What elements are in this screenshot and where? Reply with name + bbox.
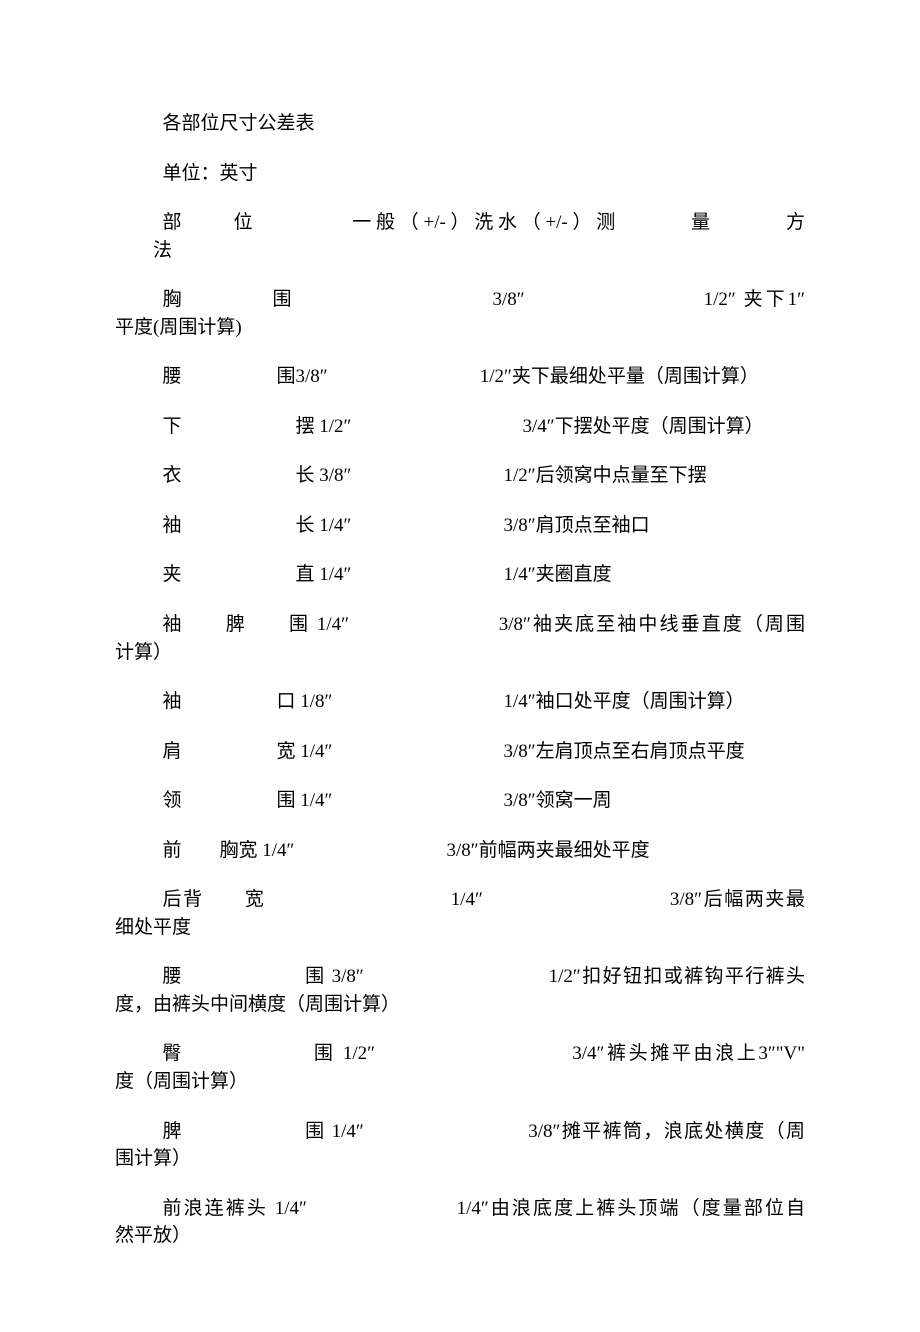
header-row: 部 位 一般（+/-）洗水（+/-）测 量 方 法 bbox=[115, 209, 805, 264]
table-row: 后背 宽 1/4″ 3/8″后幅两夹最细处平度 bbox=[115, 886, 805, 941]
row-line-2: 计算） bbox=[115, 639, 805, 667]
row-line-1: 腰 围 3/8″ 1/2″扣好钮扣或裤钩平行裤头 bbox=[115, 963, 805, 991]
row-line-1: 下 摆 1/2″ 3/4″下摆处平度（周围计算） bbox=[115, 413, 805, 441]
row-line-1: 臀 围 1/2″ 3/4″裤头摊平由浪上3″"V" bbox=[115, 1040, 805, 1068]
table-row: 胸 围 3/8″ 1/2″ 夹下1″平度(周围计算) bbox=[115, 286, 805, 341]
table-row: 下 摆 1/2″ 3/4″下摆处平度（周围计算） bbox=[115, 413, 805, 441]
header-line-1: 部 位 一般（+/-）洗水（+/-）测 量 方 bbox=[115, 209, 805, 237]
document-page: 各部位尺寸公差表 单位：英寸 部 位 一般（+/-）洗水（+/-）测 量 方 法… bbox=[0, 0, 920, 1332]
table-row: 臀 围 1/2″ 3/4″裤头摊平由浪上3″"V"度（周围计算） bbox=[115, 1040, 805, 1095]
row-line-1: 前 胸宽 1/4″ 3/8″前幅两夹最细处平度 bbox=[115, 837, 805, 865]
row-line-2: 细处平度 bbox=[115, 914, 805, 942]
rows-container: 胸 围 3/8″ 1/2″ 夹下1″平度(周围计算) 腰 围3/8″ 1/2″夹下… bbox=[115, 286, 805, 1250]
table-row: 前浪连裤头 1/4″ 1/4″由浪底度上裤头顶端（度量部位自然平放） bbox=[115, 1195, 805, 1250]
row-line-1: 夹 直 1/4″ 1/4″夹圈直度 bbox=[115, 561, 805, 589]
table-row: 袖 口 1/8″ 1/4″袖口处平度（周围计算） bbox=[115, 688, 805, 716]
table-row: 袖 长 1/4″ 3/8″肩顶点至袖口 bbox=[115, 512, 805, 540]
row-line-1: 后背 宽 1/4″ 3/8″后幅两夹最 bbox=[115, 886, 805, 914]
row-line-1: 袖 脾 围 1/4″ 3/8″袖夹底至袖中线垂直度（周围 bbox=[115, 611, 805, 639]
row-line-1: 衣 长 3/8″ 1/2″后领窝中点量至下摆 bbox=[115, 462, 805, 490]
row-line-1: 前浪连裤头 1/4″ 1/4″由浪底度上裤头顶端（度量部位自 bbox=[115, 1195, 805, 1223]
table-row: 袖 脾 围 1/4″ 3/8″袖夹底至袖中线垂直度（周围计算） bbox=[115, 611, 805, 666]
table-row: 衣 长 3/8″ 1/2″后领窝中点量至下摆 bbox=[115, 462, 805, 490]
header-line-2: 法 bbox=[115, 237, 805, 265]
table-row: 前 胸宽 1/4″ 3/8″前幅两夹最细处平度 bbox=[115, 837, 805, 865]
table-row: 腰 围 3/8″ 1/2″扣好钮扣或裤钩平行裤头度，由裤头中间横度（周围计算） bbox=[115, 963, 805, 1018]
table-row: 腰 围3/8″ 1/2″夹下最细处平量（周围计算） bbox=[115, 363, 805, 391]
row-line-2: 度，由裤头中间横度（周围计算） bbox=[115, 991, 805, 1019]
row-line-1: 胸 围 3/8″ 1/2″ 夹下1″ bbox=[115, 286, 805, 314]
unit-line: 单位：英寸 bbox=[115, 160, 805, 188]
row-line-2: 然平放） bbox=[115, 1222, 805, 1250]
row-line-1: 领 围 1/4″ 3/8″领窝一周 bbox=[115, 787, 805, 815]
row-line-1: 袖 口 1/8″ 1/4″袖口处平度（周围计算） bbox=[115, 688, 805, 716]
table-row: 肩 宽 1/4″ 3/8″左肩顶点至右肩顶点平度 bbox=[115, 738, 805, 766]
row-line-2: 平度(周围计算) bbox=[115, 314, 805, 342]
row-line-2: 围计算） bbox=[115, 1145, 805, 1173]
table-row: 领 围 1/4″ 3/8″领窝一周 bbox=[115, 787, 805, 815]
doc-title: 各部位尺寸公差表 bbox=[115, 110, 805, 138]
row-line-1: 腰 围3/8″ 1/2″夹下最细处平量（周围计算） bbox=[115, 363, 805, 391]
row-line-1: 脾 围 1/4″ 3/8″摊平裤筒，浪底处横度（周 bbox=[115, 1118, 805, 1146]
table-row: 夹 直 1/4″ 1/4″夹圈直度 bbox=[115, 561, 805, 589]
table-row: 脾 围 1/4″ 3/8″摊平裤筒，浪底处横度（周围计算） bbox=[115, 1118, 805, 1173]
row-line-1: 袖 长 1/4″ 3/8″肩顶点至袖口 bbox=[115, 512, 805, 540]
row-line-1: 肩 宽 1/4″ 3/8″左肩顶点至右肩顶点平度 bbox=[115, 738, 805, 766]
row-line-2: 度（周围计算） bbox=[115, 1068, 805, 1096]
